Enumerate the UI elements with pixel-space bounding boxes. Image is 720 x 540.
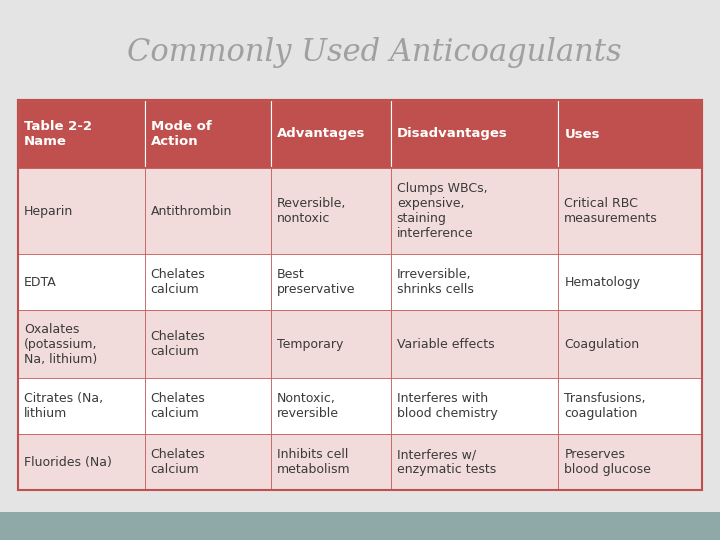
Text: Nontoxic,
reversible: Nontoxic, reversible: [277, 393, 339, 420]
Bar: [391, 434, 558, 490]
Text: Clumps WBCs,
expensive,
staining
interference: Clumps WBCs, expensive, staining interfe…: [397, 182, 487, 240]
Bar: [271, 100, 391, 168]
Text: Coagulation: Coagulation: [564, 338, 639, 350]
Text: Best
preservative: Best preservative: [277, 268, 356, 296]
Bar: [18, 100, 702, 490]
Text: Chelates
calcium: Chelates calcium: [150, 393, 205, 420]
Bar: [145, 379, 271, 434]
Bar: [18, 434, 145, 490]
Bar: [391, 168, 558, 254]
Bar: [271, 168, 391, 254]
Bar: [391, 310, 558, 379]
Bar: [558, 254, 702, 310]
Bar: [558, 100, 702, 168]
Text: Disadvantages: Disadvantages: [397, 127, 508, 140]
Bar: [271, 254, 391, 310]
Text: Citrates (Na,
lithium: Citrates (Na, lithium: [24, 393, 103, 420]
Text: Interferes w/
enzymatic tests: Interferes w/ enzymatic tests: [397, 448, 496, 476]
Bar: [391, 379, 558, 434]
Bar: [18, 254, 145, 310]
Bar: [558, 379, 702, 434]
Bar: [558, 310, 702, 379]
Text: Critical RBC
measurements: Critical RBC measurements: [564, 197, 658, 225]
Text: Chelates
calcium: Chelates calcium: [150, 268, 205, 296]
Bar: [18, 379, 145, 434]
Text: Antithrombin: Antithrombin: [150, 205, 232, 218]
Text: Temporary: Temporary: [277, 338, 343, 350]
Bar: [18, 100, 145, 168]
Text: Fluorides (Na): Fluorides (Na): [24, 456, 112, 469]
Bar: [145, 434, 271, 490]
Bar: [145, 310, 271, 379]
Text: Transfusions,
coagulation: Transfusions, coagulation: [564, 393, 646, 420]
Bar: [391, 254, 558, 310]
Bar: [145, 168, 271, 254]
Bar: [558, 434, 702, 490]
Text: Reversible,
nontoxic: Reversible, nontoxic: [277, 197, 346, 225]
Text: Mode of
Action: Mode of Action: [150, 120, 211, 148]
Bar: [0, 512, 720, 540]
Text: Uses: Uses: [564, 127, 600, 140]
Bar: [271, 379, 391, 434]
Text: Chelates
calcium: Chelates calcium: [150, 448, 205, 476]
Text: Chelates
calcium: Chelates calcium: [150, 330, 205, 358]
Bar: [558, 168, 702, 254]
Text: Table 2-2
Name: Table 2-2 Name: [24, 120, 92, 148]
Text: Hematology: Hematology: [564, 275, 640, 288]
Bar: [18, 100, 702, 168]
Text: Interferes with
blood chemistry: Interferes with blood chemistry: [397, 393, 498, 420]
Bar: [18, 310, 145, 379]
Text: Oxalates
(potassium,
Na, lithium): Oxalates (potassium, Na, lithium): [24, 323, 97, 366]
Text: Variable effects: Variable effects: [397, 338, 495, 350]
Bar: [271, 310, 391, 379]
Text: Advantages: Advantages: [277, 127, 366, 140]
Bar: [145, 254, 271, 310]
Text: EDTA: EDTA: [24, 275, 57, 288]
Text: Irreversible,
shrinks cells: Irreversible, shrinks cells: [397, 268, 474, 296]
Text: Heparin: Heparin: [24, 205, 73, 218]
Text: Inhibits cell
metabolism: Inhibits cell metabolism: [277, 448, 351, 476]
Bar: [145, 100, 271, 168]
Bar: [391, 100, 558, 168]
Bar: [18, 168, 145, 254]
Bar: [271, 434, 391, 490]
Text: Preserves
blood glucose: Preserves blood glucose: [564, 448, 651, 476]
Text: Commonly Used Anticoagulants: Commonly Used Anticoagulants: [127, 37, 621, 68]
